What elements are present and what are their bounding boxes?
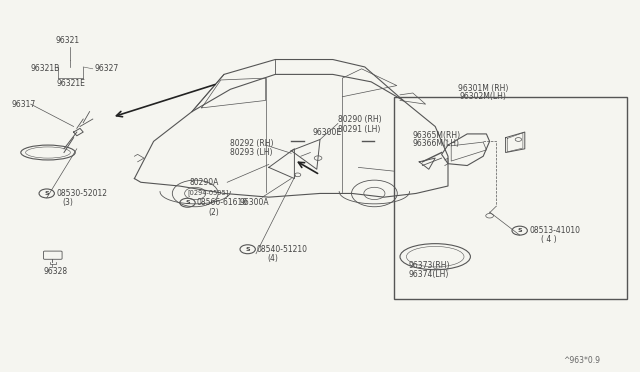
- Text: 96327: 96327: [95, 64, 119, 73]
- Text: 96321B: 96321B: [31, 64, 60, 73]
- Text: 96302M(LH): 96302M(LH): [460, 92, 506, 101]
- Text: (3): (3): [63, 198, 74, 207]
- Text: 96317: 96317: [12, 100, 36, 109]
- Text: 80291 (LH): 80291 (LH): [338, 125, 380, 134]
- Text: 96321: 96321: [55, 36, 79, 45]
- Text: 08566-61610: 08566-61610: [196, 198, 248, 207]
- Bar: [394, 97, 627, 299]
- Text: [0294-0595]: [0294-0595]: [188, 189, 229, 196]
- Text: 80290 (RH): 80290 (RH): [338, 115, 381, 124]
- Text: ^963*0.9: ^963*0.9: [563, 356, 600, 365]
- Text: S: S: [185, 200, 190, 205]
- Text: 96374(LH): 96374(LH): [408, 270, 449, 279]
- Text: 96300E: 96300E: [312, 128, 342, 137]
- Text: 96321E: 96321E: [56, 79, 85, 88]
- Text: 96328: 96328: [44, 267, 68, 276]
- Text: 08540-51210: 08540-51210: [257, 245, 308, 254]
- Text: S: S: [44, 191, 49, 196]
- Text: ( 4 ): ( 4 ): [541, 235, 556, 244]
- Text: 80290A: 80290A: [189, 178, 219, 187]
- Text: (4): (4): [267, 254, 278, 263]
- Text: 96366M(LH): 96366M(LH): [413, 140, 460, 148]
- Text: 08513-41010: 08513-41010: [529, 226, 580, 235]
- Text: S: S: [517, 228, 522, 233]
- Text: 96301M (RH): 96301M (RH): [458, 84, 508, 93]
- Text: 96373(RH): 96373(RH): [408, 262, 450, 270]
- Text: 80292 (RH): 80292 (RH): [230, 139, 274, 148]
- Text: 80293 (LH): 80293 (LH): [230, 148, 273, 157]
- Text: 96300A: 96300A: [240, 198, 269, 207]
- Text: (2): (2): [208, 208, 219, 217]
- Text: 08530-52012: 08530-52012: [56, 189, 108, 198]
- Text: S: S: [245, 247, 250, 252]
- Text: 96365M(RH): 96365M(RH): [413, 131, 461, 140]
